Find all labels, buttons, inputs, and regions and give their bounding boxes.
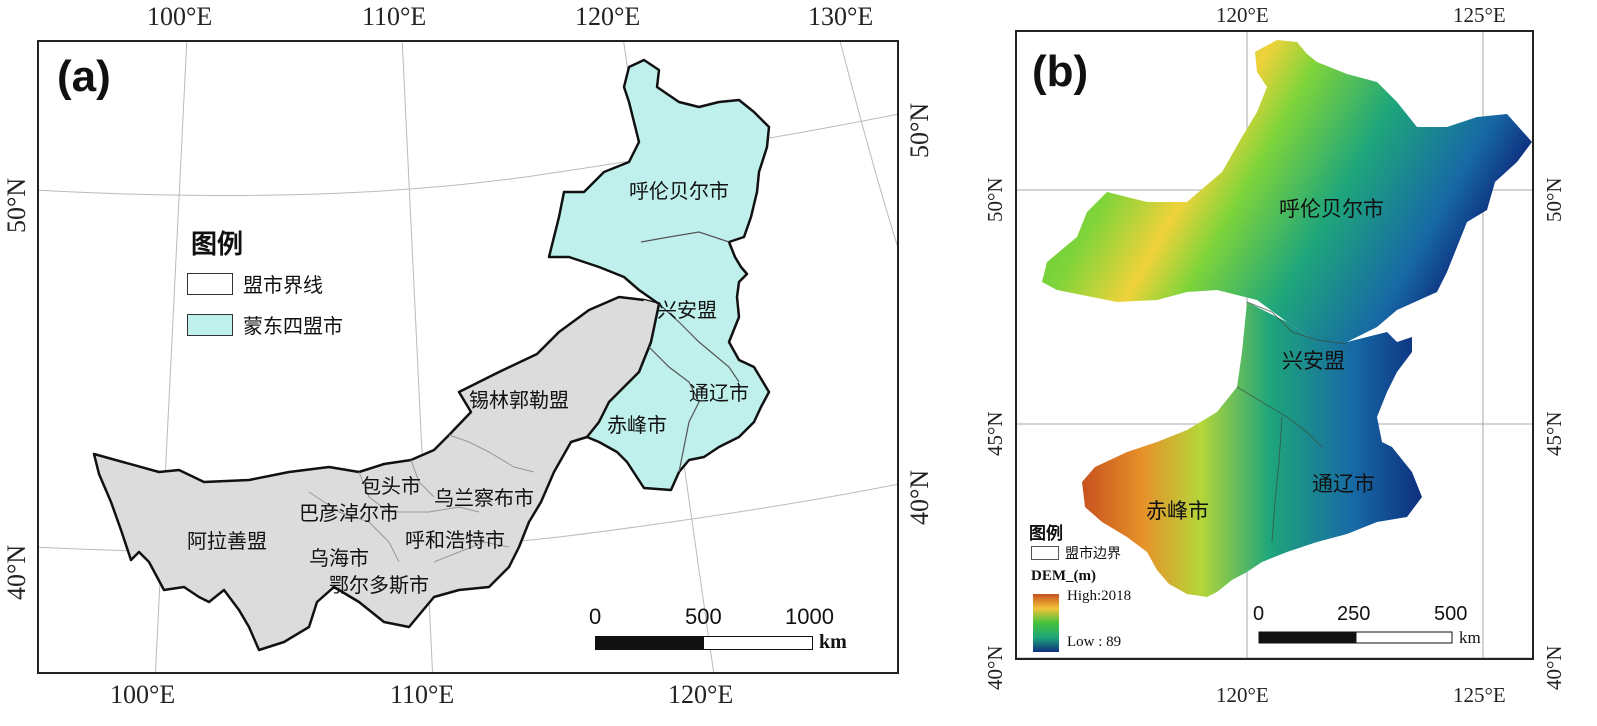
label-a-chifeng: 赤峰市 — [607, 413, 667, 437]
b-scale-tick-250: 250 — [1337, 603, 1371, 625]
a-scale-unit: km — [819, 631, 847, 653]
a-top-tick-120: 120°E — [575, 2, 641, 31]
a-top-tick-100: 100°E — [147, 2, 213, 31]
label-b-chifeng: 赤峰市 — [1146, 499, 1209, 523]
label-b-hulunbuir: 呼伦贝尔市 — [1279, 197, 1384, 221]
a-scale-bar-white — [704, 637, 812, 649]
a-right-tick-50: 50°N — [905, 102, 934, 158]
region-west — [92, 295, 661, 652]
label-a-hohhot: 呼和浩特市 — [405, 528, 505, 552]
label-a-bayannur: 巴彦淖尔市 — [299, 501, 399, 525]
panel-b-dem-low: Low : 89 — [1067, 634, 1122, 650]
b-scale-tick-500: 500 — [1434, 603, 1468, 625]
panel-a-internal-boundaries-east — [640, 231, 740, 473]
legend-swatch-boundary — [187, 272, 233, 295]
b-scale-unit: km — [1459, 628, 1481, 647]
legend-swatch-b-boundary — [1031, 546, 1059, 560]
b-right-tick-45: 45°N — [1542, 411, 1566, 456]
label-a-hulunbuir: 呼伦贝尔市 — [629, 179, 729, 203]
a-scale-bar-black — [596, 637, 704, 649]
a-right-tick-40: 40°N — [905, 469, 934, 525]
b-scale-bar — [1258, 631, 1453, 644]
a-top-tick-130: 130°E — [808, 2, 874, 31]
legend-label-east: 蒙东四盟市 — [243, 314, 343, 338]
b-left-tick-50: 50°N — [983, 177, 1007, 222]
label-a-xingan: 兴安盟 — [657, 298, 717, 322]
a-scale-tick-1000: 1000 — [785, 604, 834, 629]
panel-a-map-svg — [39, 42, 897, 672]
b-right-tick-50: 50°N — [1542, 177, 1566, 222]
panel-b-dem-title: DEM_(m) — [1031, 568, 1096, 584]
b-bottom-tick-125: 125°E — [1453, 683, 1506, 707]
legend-label-b-boundary: 盟市边界 — [1065, 546, 1121, 562]
b-left-tick-45: 45°N — [983, 411, 1007, 456]
dem-legend-colorbar — [1033, 594, 1059, 652]
legend-swatch-east — [187, 313, 233, 336]
region-east — [584, 300, 659, 437]
label-a-ulanqab: 乌兰察布市 — [434, 486, 534, 510]
panel-a-legend-item-east: 蒙东四盟市 — [187, 310, 343, 339]
dem-south — [1082, 302, 1422, 597]
label-a-alxa: 阿拉善盟 — [187, 529, 267, 553]
b-top-tick-125: 125°E — [1453, 3, 1506, 27]
panel-a-letter: (a) — [57, 52, 111, 101]
a-scale-tick-0: 0 — [589, 604, 602, 629]
panel-b-letter: (b) — [1032, 47, 1089, 96]
b-right-tick-40: 40°N — [1542, 645, 1566, 690]
a-scale-tick-500: 500 — [685, 604, 722, 629]
b-scale-bar-white — [1355, 631, 1453, 644]
b-bottom-tick-120: 120°E — [1216, 683, 1269, 707]
label-b-tongliao: 通辽市 — [1312, 472, 1375, 496]
a-left-tick-50: 50°N — [2, 177, 31, 233]
label-a-tongliao: 通辽市 — [689, 381, 749, 405]
panel-b-dem-svg — [1017, 32, 1532, 658]
panel-b-internal-boundaries — [1236, 301, 1348, 543]
dem-north — [1042, 40, 1532, 342]
a-top-tick-110: 110°E — [362, 2, 427, 31]
a-bottom-tick-100: 100°E — [110, 680, 176, 709]
label-a-wuhai: 乌海市 — [309, 546, 369, 570]
b-top-tick-120: 120°E — [1216, 3, 1269, 27]
panel-b-legend-boundary: 盟市边界 — [1031, 543, 1121, 563]
panel-a-internal-boundaries-west — [308, 434, 535, 563]
panel-a-legend-item-boundary: 盟市界线 — [187, 269, 323, 298]
b-scale-bar-black — [1258, 631, 1357, 644]
panel-b-dem-frame: (b) 呼伦贝尔市 兴安盟 通辽市 赤峰市 图例 盟市边界 DEM_(m) Hi… — [1015, 30, 1534, 660]
region-east-outline — [547, 58, 771, 492]
a-scale-bar — [595, 636, 813, 650]
a-left-tick-40: 40°N — [2, 544, 31, 600]
label-a-ordos: 鄂尔多斯市 — [329, 573, 429, 597]
panel-a-legend-title: 图例 — [191, 230, 244, 260]
label-a-baotou: 包头市 — [361, 474, 421, 498]
label-b-xingan: 兴安盟 — [1282, 349, 1345, 373]
label-a-xilingol: 锡林郭勒盟 — [469, 388, 569, 412]
a-bottom-tick-120: 120°E — [668, 680, 734, 709]
panel-b-dem-high: High:2018 — [1067, 588, 1132, 604]
panel-a-map-frame: (a) 图例 盟市界线 蒙东四盟市 呼伦贝尔市 兴安盟 通辽市 赤峰市 锡林郭勒… — [37, 40, 899, 674]
panel-b-legend-title: 图例 — [1029, 524, 1063, 544]
a-bottom-tick-110: 110°E — [390, 680, 455, 709]
b-scale-tick-0: 0 — [1253, 603, 1265, 625]
b-left-tick-40: 40°N — [983, 645, 1007, 690]
legend-label-boundary: 盟市界线 — [243, 273, 323, 297]
